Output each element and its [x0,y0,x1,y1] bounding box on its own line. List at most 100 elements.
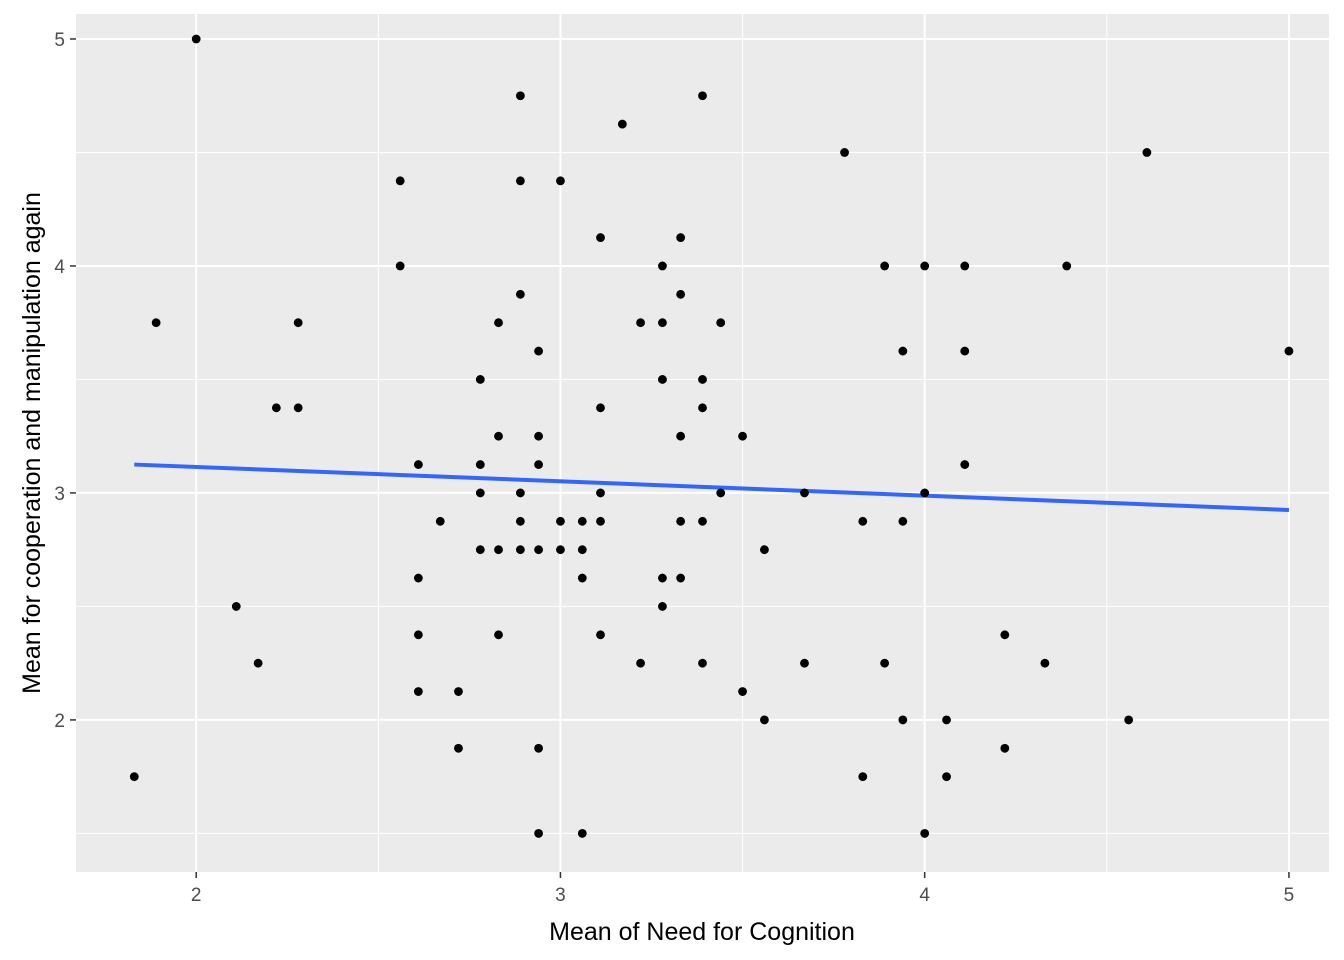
data-point [556,545,565,555]
plot-panel [76,14,1329,872]
data-point [534,545,543,555]
data-point [475,545,485,555]
data-point [395,176,405,186]
data-point [556,176,565,186]
x-tick-label: 4 [919,885,930,906]
data-point [577,545,587,555]
data-point [840,148,849,157]
data-point [738,431,747,441]
data-point [920,829,930,838]
major-gridlines [76,14,1329,872]
y-tick-label: 2 [54,711,65,732]
data-point [676,516,686,526]
data-point [920,488,930,498]
data-point [534,431,543,441]
data-point [494,431,503,441]
data-point [920,261,930,271]
data-point [898,715,908,725]
data-point [658,261,667,271]
data-point [1000,743,1010,753]
data-point [716,488,726,498]
data-point [1124,715,1134,725]
y-tick-label: 3 [54,484,65,505]
data-point [676,431,686,441]
data-point [515,176,525,186]
data-point [658,602,667,611]
data-point [658,318,667,328]
data-point [698,91,707,101]
data-point [534,829,543,838]
data-point [293,318,303,328]
data-point [413,573,423,583]
data-point [413,687,423,696]
x-axis-ticks: 2 3 4 5 [191,872,1294,906]
data-point [454,743,463,753]
data-point [942,772,951,782]
data-point [676,573,686,583]
data-point [636,318,645,328]
data-point [231,602,241,611]
data-point [293,403,303,413]
data-point [596,630,605,640]
data-point [129,772,139,782]
data-point [1000,630,1010,640]
data-point [676,289,686,299]
data-point [800,488,809,498]
data-point [698,403,707,413]
data-point [1142,148,1152,157]
data-point [880,261,890,271]
data-point [1062,261,1072,271]
data-point [760,715,769,725]
data-point [636,658,645,668]
data-point [960,261,970,271]
x-tick-label: 3 [555,885,566,906]
data-point [960,460,970,469]
data-point [475,375,485,384]
data-point [494,318,503,328]
data-point [515,488,525,498]
data-point [494,630,503,640]
data-point [395,261,405,271]
data-point [151,318,161,328]
data-point [475,488,485,498]
y-axis-title: Mean for cooperation and manipulation ag… [18,192,46,694]
data-point [413,460,423,469]
data-point [271,403,281,413]
data-point [577,829,587,838]
data-point [760,545,769,555]
data-point [534,743,543,753]
data-point [454,687,463,696]
data-point [898,516,908,526]
data-point [253,658,263,668]
data-point [596,403,605,413]
data-point [698,658,707,668]
data-point [475,460,485,469]
data-point [716,318,726,328]
data-point [858,516,868,526]
data-point [515,545,525,555]
y-tick-label: 4 [54,257,65,278]
data-point [596,233,605,242]
data-point [577,516,587,526]
data-point [698,516,707,526]
trend-line [134,462,1290,512]
data-point [858,772,868,782]
data-point [596,488,605,498]
y-tick-label: 5 [54,30,65,51]
data-point [676,233,686,242]
data-point [942,715,951,725]
data-point [435,516,445,526]
y-axis-ticks: 2 3 4 5 [54,30,76,732]
data-point [577,573,587,583]
data-point [658,573,667,583]
data-point [515,516,525,526]
data-point [698,375,707,384]
data-point [191,34,201,44]
x-tick-label: 5 [1284,885,1295,906]
data-point [1284,346,1294,356]
data-point [534,346,543,356]
data-point [658,375,667,384]
data-point [800,658,809,668]
data-point [960,346,970,356]
data-points [129,34,1294,838]
